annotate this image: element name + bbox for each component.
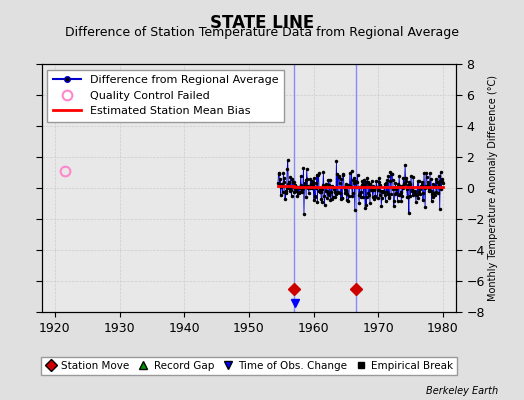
Text: Berkeley Earth: Berkeley Earth [425,386,498,396]
Y-axis label: Monthly Temperature Anomaly Difference (°C): Monthly Temperature Anomaly Difference (… [487,75,498,301]
Legend: Station Move, Record Gap, Time of Obs. Change, Empirical Break: Station Move, Record Gap, Time of Obs. C… [40,357,457,375]
Text: STATE LINE: STATE LINE [210,14,314,32]
Text: Difference of Station Temperature Data from Regional Average: Difference of Station Temperature Data f… [65,26,459,39]
